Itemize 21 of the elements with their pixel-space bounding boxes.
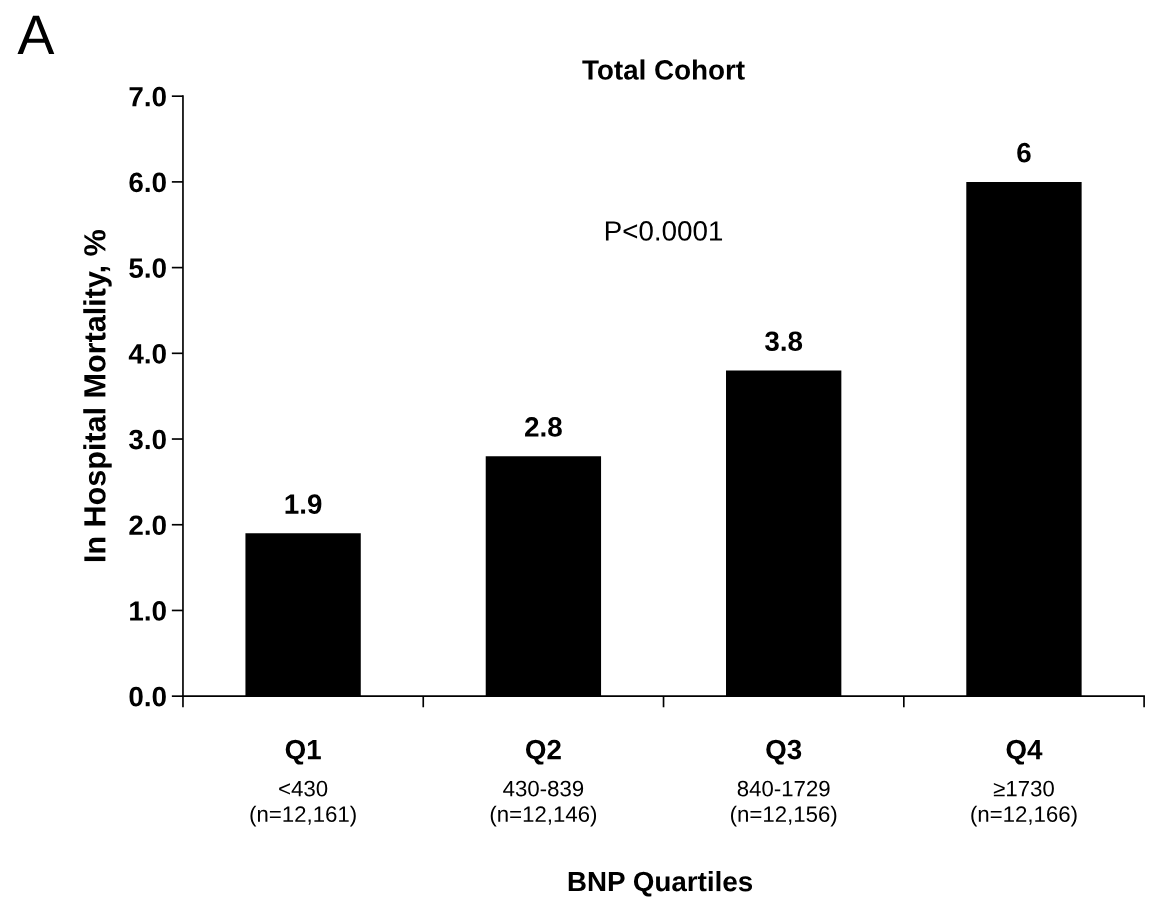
y-tick-label: 2.0 — [129, 515, 166, 536]
y-tick-label: 0.0 — [129, 686, 166, 707]
y-tick-label: 6.0 — [129, 172, 166, 193]
y-tick-label: 1.0 — [130, 601, 166, 621]
text: A — [17, 15, 55, 54]
chart-title: Total Cohort — [582, 59, 745, 80]
x-tick-label: Q1 <430 (n=12,161) — [250, 739, 356, 827]
data-label: 2.8 — [525, 417, 562, 437]
data-label: 6 — [1017, 142, 1031, 163]
y-tick-label: 7.0 — [129, 86, 166, 107]
x-tick-label: Q3 840-1729 (n=12,156) — [731, 739, 837, 827]
y-axis-title: In Hospital Mortality, % — [83, 230, 112, 562]
data-label: 3.8 — [765, 331, 803, 352]
x-tick-label: Q4 ≥1730 (n=12,166) — [971, 739, 1077, 827]
y-tick-label: 4.0 — [128, 343, 166, 364]
y-tick-label: 3.0 — [129, 429, 166, 450]
x-axis-title: BNP Quartiles — [568, 870, 753, 897]
data-label: 1.9 — [285, 494, 322, 514]
y-tick-label: 5.0 — [129, 258, 166, 278]
x-tick-label: Q2 430-839 (n=12,146) — [490, 739, 597, 827]
annotation: P<0.0001 — [605, 221, 723, 241]
